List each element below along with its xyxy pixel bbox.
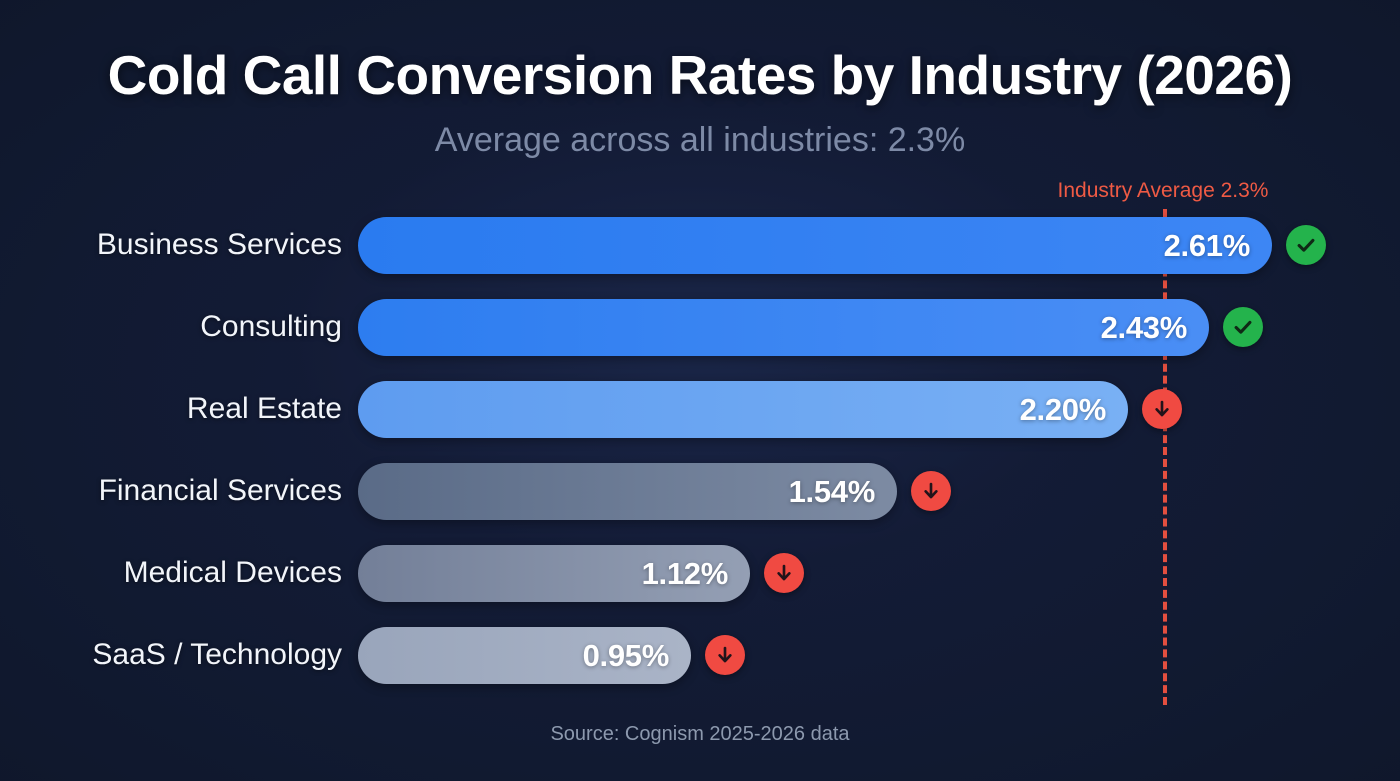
bar-value-label: 1.54%	[788, 474, 876, 509]
bar-row[interactable]: Real Estate 2.20%	[0, 370, 1400, 452]
bar-value-label: 2.20%	[1019, 392, 1107, 427]
bar-row[interactable]: Financial Services 1.54%	[0, 452, 1400, 534]
check-icon	[1223, 307, 1263, 347]
bar-row[interactable]: Business Services 2.61%	[0, 206, 1400, 288]
bar-value-label: 2.61%	[1163, 228, 1251, 263]
bar-rows: Business Services 2.61% Consulting 2.43% Rea…	[0, 206, 1400, 698]
bar-row[interactable]: Medical Devices 1.12%	[0, 534, 1400, 616]
bar[interactable]: 2.20%	[358, 381, 1128, 438]
bar-category-label: Business Services	[96, 228, 342, 261]
bar-category-label: SaaS / Technology	[92, 638, 342, 671]
bar-category-label: Consulting	[200, 310, 342, 343]
arrow-down-icon	[764, 553, 804, 593]
source-caption: Source: Cognism 2025-2026 data	[550, 723, 850, 745]
chart-subtitle: Average across all industries: 2.3%	[434, 121, 966, 159]
reference-line-label-text: Industry Average 2.3%	[1057, 179, 1269, 202]
bar[interactable]: 1.54%	[358, 463, 897, 520]
bar[interactable]: 1.12%	[358, 545, 750, 602]
bar-category-label: Medical Devices	[123, 556, 342, 589]
bar-row[interactable]: SaaS / Technology 0.95%	[0, 616, 1400, 698]
reference-line-label: Industry Average 2.3%	[0, 179, 1400, 203]
bar-value-label: 2.43%	[1100, 310, 1188, 345]
bar-value-label: 0.95%	[582, 638, 670, 673]
reference-line	[1163, 209, 1167, 705]
arrow-down-icon	[911, 471, 951, 511]
bar-category-label: Real Estate	[186, 392, 342, 425]
bar[interactable]: 2.43%	[358, 299, 1209, 356]
arrow-down-icon	[705, 635, 745, 675]
bar-row[interactable]: Consulting 2.43%	[0, 288, 1400, 370]
check-icon	[1286, 225, 1326, 265]
bar-value-label: 1.12%	[641, 556, 729, 591]
bar[interactable]: 2.61%	[358, 217, 1272, 274]
bar[interactable]: 0.95%	[358, 627, 691, 684]
arrow-down-icon	[1142, 389, 1182, 429]
bar-category-label: Financial Services	[98, 474, 342, 507]
page-title: Cold Call Conversion Rates by Industry (…	[107, 44, 1293, 106]
